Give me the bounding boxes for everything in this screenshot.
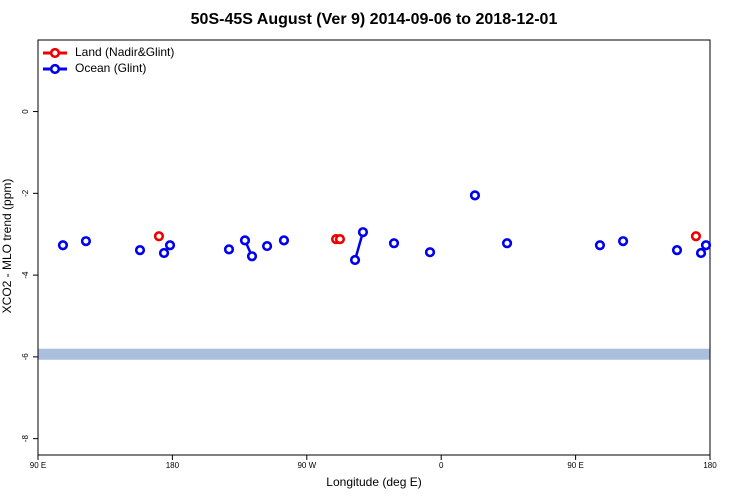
data-point (690, 231, 702, 242)
data-point (158, 247, 170, 259)
glint-band (38, 348, 710, 360)
legend-label: Land (Nadir&Glint) (75, 45, 174, 59)
data-point (80, 236, 92, 247)
y-tick-label: -6 (21, 353, 30, 361)
data-point (671, 245, 683, 256)
data-point (57, 240, 69, 251)
data-point (349, 254, 361, 266)
data-point (501, 238, 513, 249)
data-point (334, 234, 346, 245)
data-point (134, 245, 146, 256)
y-tick-label: -4 (21, 271, 30, 279)
data-point (594, 240, 606, 251)
x-tick-label: 180 (703, 461, 717, 470)
x-tick-label: 180 (166, 461, 180, 470)
data-point (164, 240, 176, 251)
legend-marker (49, 47, 61, 59)
data-point (617, 236, 629, 247)
y-axis-label: XCO2 - MLO trend (ppm) (0, 179, 14, 314)
data-point (357, 227, 369, 238)
data-point (388, 238, 400, 249)
y-tick-label: 0 (21, 109, 30, 114)
x-tick-label: 0 (439, 461, 444, 470)
data-point (153, 231, 165, 242)
data-point (469, 190, 481, 201)
data-point (246, 251, 258, 262)
y-tick-label: -8 (21, 435, 30, 443)
x-tick-label: 90 W (297, 461, 316, 470)
data-point (239, 235, 251, 246)
x-tick-label: 90 E (567, 461, 583, 470)
data-point (223, 244, 235, 255)
x-tick-label: 90 E (30, 461, 46, 470)
data-point (700, 240, 712, 251)
x-axis-label: Longitude (deg E) (326, 475, 421, 489)
y-tick-label: -2 (21, 189, 30, 197)
chart-title: 50S-45S August (Ver 9) 2014-09-06 to 201… (191, 11, 558, 28)
data-point (695, 247, 707, 259)
data-point (278, 235, 290, 246)
data-point (261, 240, 273, 252)
legend-label: Ocean (Glint) (75, 61, 146, 75)
legend-marker (49, 63, 61, 75)
data-point (424, 247, 436, 258)
